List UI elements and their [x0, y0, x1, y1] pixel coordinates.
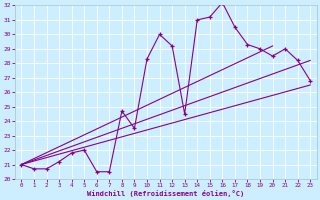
X-axis label: Windchill (Refroidissement éolien,°C): Windchill (Refroidissement éolien,°C) — [87, 190, 244, 197]
